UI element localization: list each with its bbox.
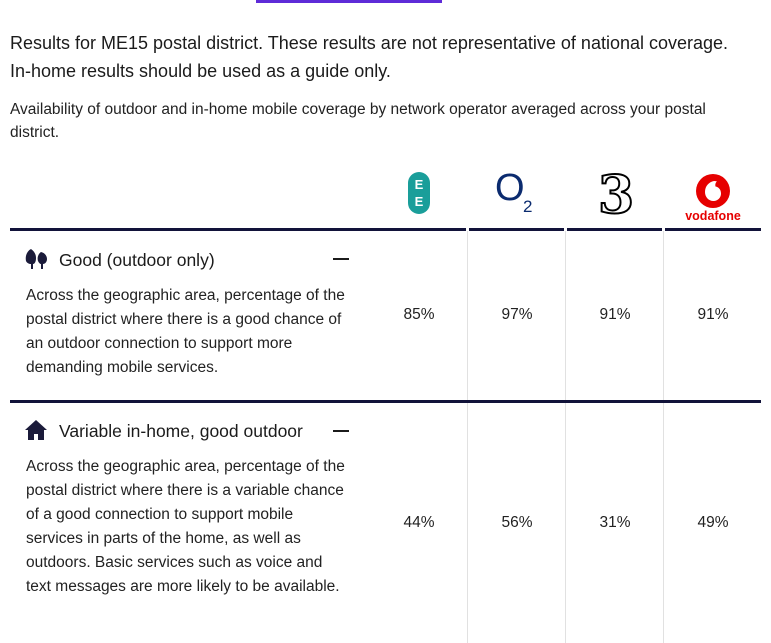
o2-logo-letter: O — [495, 168, 525, 209]
o2-logo: O 2 — [468, 168, 566, 228]
header-separator-ee — [469, 228, 564, 231]
active-tab-indicator — [256, 0, 442, 3]
ee-logo: E E — [370, 168, 468, 228]
header-separator-label-col — [10, 228, 466, 231]
three-good-outdoor-value: 91% — [599, 306, 631, 323]
ee-variable-inhome-value: 44% — [403, 514, 435, 531]
o2-logo-subscript: 2 — [523, 197, 532, 216]
column-divider-3 — [663, 231, 664, 643]
operator-logos: E E O 2 3 vodafone — [370, 168, 762, 228]
house-icon — [25, 420, 47, 440]
collapse-good-outdoor-button[interactable] — [333, 258, 349, 260]
column-divider-2 — [565, 231, 566, 643]
intro-line-1: Results for ME15 postal district. These … — [10, 33, 729, 53]
header-separator-three-vodafone — [665, 228, 761, 231]
ee-logo-letter-2: E — [414, 194, 424, 209]
ee-logo-letter-1: E — [414, 177, 424, 192]
section-title-variable-inhome: Variable in-home, good outdoor — [59, 421, 303, 441]
three-variable-inhome-value: 31% — [599, 514, 631, 531]
vodafone-variable-inhome-value: 49% — [697, 514, 729, 531]
three-logo-mark: 3 — [597, 168, 635, 218]
collapse-variable-inhome-button[interactable] — [333, 430, 349, 432]
intro-line-2: In-home results should be used as a guid… — [10, 61, 391, 81]
section-description-good-outdoor: Across the geographic area, percentage o… — [26, 287, 345, 376]
ee-good-outdoor-value: 85% — [403, 306, 435, 323]
results-subintro: Availability of outdoor and in-home mobi… — [10, 101, 706, 141]
vodafone-good-outdoor-value: 91% — [697, 306, 729, 323]
three-logo-digit: 3 — [598, 168, 634, 218]
section-title-good-outdoor: Good (outdoor only) — [59, 250, 215, 270]
vodafone-logo: vodafone — [664, 168, 762, 228]
section-description-variable-inhome: Across the geographic area, percentage o… — [26, 458, 345, 595]
ee-logo-mark: E E — [408, 172, 430, 214]
o2-variable-inhome-value: 56% — [501, 514, 533, 531]
vodafone-wordmark: vodafone — [685, 209, 741, 223]
o2-good-outdoor-value: 97% — [501, 306, 533, 323]
o2-logo-mark: O 2 — [495, 168, 532, 216]
three-logo: 3 — [566, 168, 664, 228]
vodafone-speechmark-icon — [696, 174, 730, 208]
column-divider-1 — [467, 231, 468, 643]
header-separator-o2 — [567, 228, 662, 231]
section-separator — [10, 400, 761, 403]
results-intro: Results for ME15 postal district. These … — [10, 29, 765, 85]
trees-icon — [25, 249, 47, 269]
